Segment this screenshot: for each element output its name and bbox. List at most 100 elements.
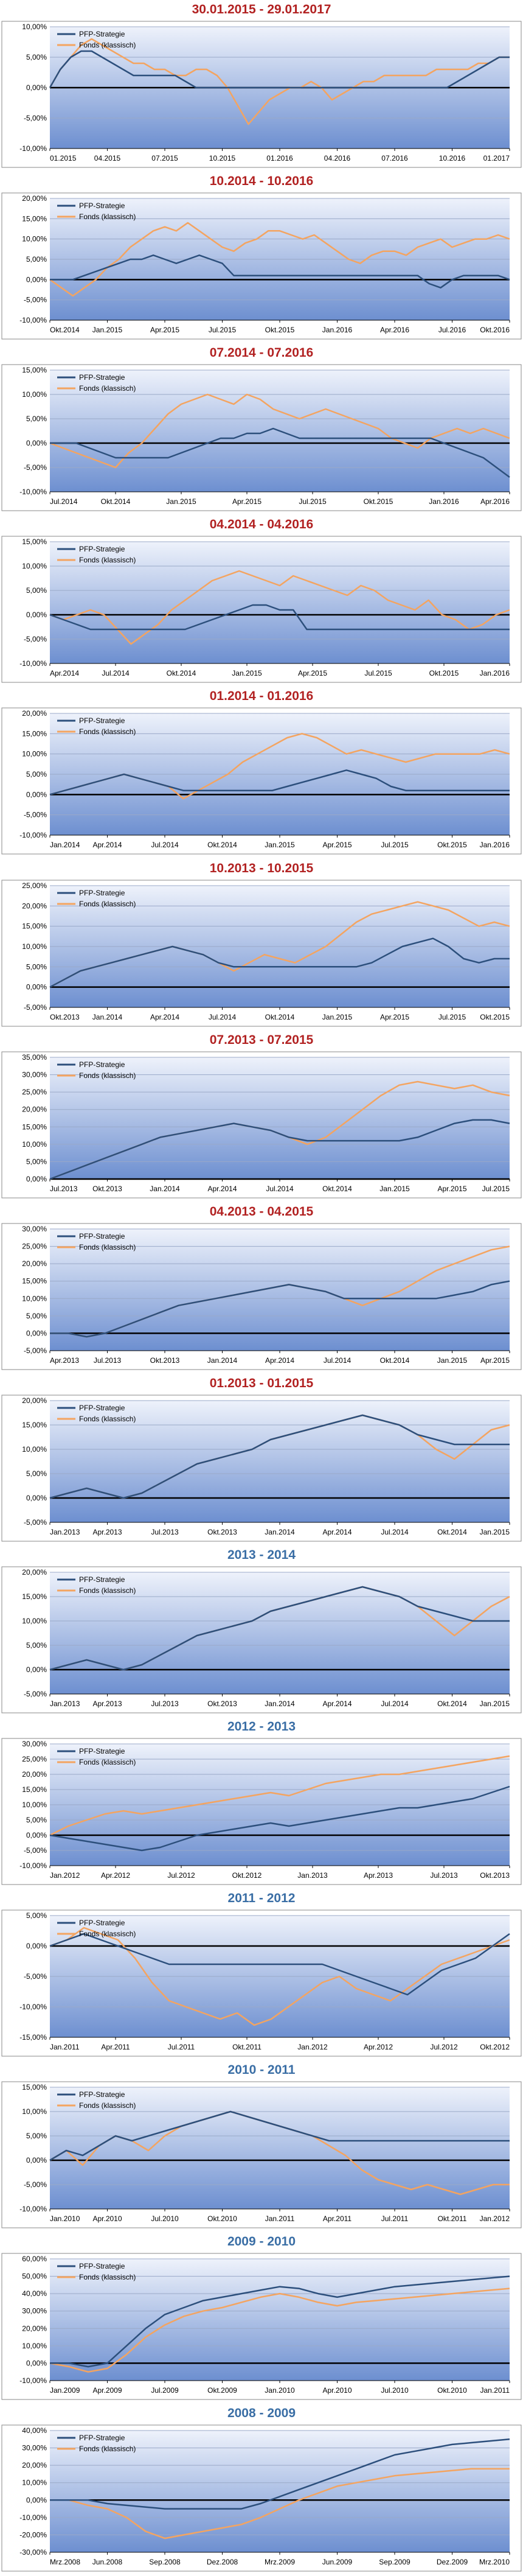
- x-tick-label: Okt.2013: [92, 1185, 122, 1193]
- x-tick-label: Jan.2013: [297, 1871, 328, 1880]
- y-tick-label: -10,00%: [19, 1861, 47, 1870]
- x-tick-label: Sep.2009: [379, 2558, 410, 2566]
- y-tick-label: 30,00%: [22, 1225, 47, 1233]
- x-tick-label: 04.2015: [94, 154, 121, 163]
- chart-title: 04.2014 - 04.2016: [209, 517, 314, 532]
- x-tick-label: Okt.2013: [207, 1528, 237, 1536]
- x-tick-label: Jul.2014: [209, 1013, 237, 1021]
- series-line-strategy: [49, 937, 510, 988]
- chart-panel: 07.2013 - 07.2015 35,00% 30,00% 25,00% 20,00…: [1, 1031, 522, 1202]
- chart-title: 01.2014 - 01.2016: [209, 689, 314, 704]
- plot-area: [50, 1400, 510, 1522]
- legend-label: PFP-Strategie: [79, 30, 125, 38]
- x-tick-label: Jul.2014: [381, 1528, 409, 1536]
- x-tick-label: Jan.2015: [437, 1356, 468, 1365]
- x-tick-label: Jan.2015: [480, 1699, 510, 1708]
- chart-panel: 2011 - 2012 5,00% 0,00% -5,00% -10,00% -15,00…: [1, 1889, 522, 2060]
- y-tick-label: -10,00%: [19, 144, 47, 153]
- x-tick-label: Jan.2015: [480, 1528, 510, 1536]
- x-tick-label: Jan.2015: [379, 1185, 410, 1193]
- x-tick-label: Mrz.2008: [50, 2558, 80, 2566]
- y-tick-label: 20,00%: [22, 194, 47, 203]
- y-tick-label: 5,00%: [26, 415, 47, 423]
- legend-label: Fonds (klassisch): [79, 384, 136, 393]
- legend-label: PFP-Strategie: [79, 1747, 125, 1755]
- y-tick-label: -5,00%: [24, 1846, 47, 1855]
- legend: PFP-Strategie Fonds (klassisch): [57, 716, 136, 736]
- x-tick-label: Apr.2014: [322, 1699, 352, 1708]
- legend-label: Fonds (klassisch): [79, 1930, 136, 1938]
- y-tick-label: 20,00%: [22, 1396, 47, 1405]
- x-tick-label: Jan.2014: [92, 1013, 123, 1021]
- y-tick-label: 20,00%: [22, 1105, 47, 1113]
- y-tick-label: 40,00%: [22, 2289, 47, 2298]
- chart-panel: 2008 - 2009 40,00% 30,00% 20,00% 10,00% 0,00%…: [1, 2404, 522, 2575]
- legend-label: PFP-Strategie: [79, 201, 125, 210]
- x-tick-label: Apr.2013: [92, 1699, 122, 1708]
- chart-title: 10.2014 - 10.2016: [209, 174, 314, 189]
- y-tick-label: -10,00%: [19, 2376, 47, 2385]
- x-tick-label: Jan.2015: [322, 1013, 353, 1021]
- x-tick-label: Okt.2010: [437, 2386, 467, 2395]
- x-tick-label: Dez.2008: [207, 2558, 238, 2566]
- x-tick-label: Okt.2014: [50, 326, 80, 334]
- y-tick-label: 15,00%: [22, 730, 47, 738]
- series-line-strategy: [49, 1119, 510, 1180]
- x-tick-label: Apr.2013: [364, 1871, 393, 1880]
- legend: PFP-Strategie Fonds (klassisch): [57, 1575, 136, 1595]
- legend-label: PFP-Strategie: [79, 2434, 125, 2442]
- x-tick-label: Apr.2013: [50, 1356, 79, 1365]
- legend-label: PFP-Strategie: [79, 545, 125, 553]
- y-tick-label: 5,00%: [26, 53, 47, 61]
- series-line-strategy: [49, 769, 510, 796]
- x-tick-label: Jan.2011: [265, 2214, 295, 2223]
- line-chart: 60,00% 50,00% 40,00% 30,00% 20,00% 10,00% 0,00…: [1, 2253, 522, 2400]
- series-line-strategy: [49, 1785, 510, 1852]
- y-tick-label: 25,00%: [22, 1755, 47, 1763]
- series-line-strategy: [49, 604, 510, 631]
- x-tick-label: Okt.2010: [207, 2214, 237, 2223]
- chart-panel: 30.01.2015 - 29.01.2017 10,00% 5,00% 0,00% -…: [1, 0, 522, 172]
- x-tick-label: Jul.2011: [381, 2214, 409, 2223]
- y-tick-label: 20,00%: [22, 2325, 47, 2333]
- legend-label: PFP-Strategie: [79, 716, 125, 725]
- y-tick-label: 20,00%: [22, 1259, 47, 1268]
- y-tick-label: -5,00%: [24, 296, 47, 304]
- x-tick-label: Jan.2014: [207, 1356, 238, 1365]
- x-tick-label: Okt.2012: [480, 2043, 510, 2051]
- y-tick-label: 10,00%: [22, 562, 47, 570]
- legend: PFP-Strategie Fonds (klassisch): [57, 373, 136, 393]
- series-line-strategy: [50, 2275, 510, 2368]
- y-tick-label: 20,00%: [22, 901, 47, 910]
- x-tick-label: Okt.2011: [438, 2214, 467, 2223]
- series-line-fund: [49, 393, 510, 469]
- legend: PFP-Strategie Fonds (klassisch): [57, 201, 136, 221]
- x-tick-label: Okt.2013: [207, 1699, 237, 1708]
- chart-panel: 10.2014 - 10.2016 20,00% 15,00% 10,00% 5,00%…: [1, 172, 522, 343]
- x-tick-label: Apr.2012: [364, 2043, 393, 2051]
- x-tick-label: Jul.2015: [364, 669, 392, 677]
- y-tick-label: -5,00%: [24, 1690, 47, 1698]
- y-tick-label: 15,00%: [22, 2083, 47, 2091]
- x-tick-label: Jul.2014: [151, 841, 179, 849]
- series-line-fund: [49, 38, 510, 125]
- x-tick-label: Okt.2015: [437, 841, 467, 849]
- y-tick-label: -5,00%: [24, 635, 47, 643]
- y-tick-label: 30,00%: [22, 1740, 47, 1748]
- y-tick-label: 5,00%: [26, 586, 47, 595]
- y-tick-label: 0,00%: [26, 275, 47, 284]
- y-tick-label: 10,00%: [22, 2107, 47, 2116]
- y-tick-label: -10,00%: [19, 2513, 47, 2522]
- series-line-fund: [50, 2468, 510, 2539]
- x-tick-label: Apr.2012: [101, 1871, 130, 1880]
- legend-label: PFP-Strategie: [79, 1060, 125, 1069]
- legend-label: PFP-Strategie: [79, 1232, 125, 1241]
- x-tick-label: Apr.2011: [101, 2043, 130, 2051]
- x-tick-label: Apr.2014: [92, 841, 122, 849]
- y-tick-label: 0,00%: [26, 2156, 47, 2165]
- x-tick-label: Apr.2014: [207, 1185, 237, 1193]
- x-tick-label: Okt.2013: [480, 1871, 510, 1880]
- series-line-strategy: [49, 50, 510, 89]
- y-tick-label: 60,00%: [22, 2255, 47, 2263]
- x-tick-label: Jul.2010: [151, 2214, 179, 2223]
